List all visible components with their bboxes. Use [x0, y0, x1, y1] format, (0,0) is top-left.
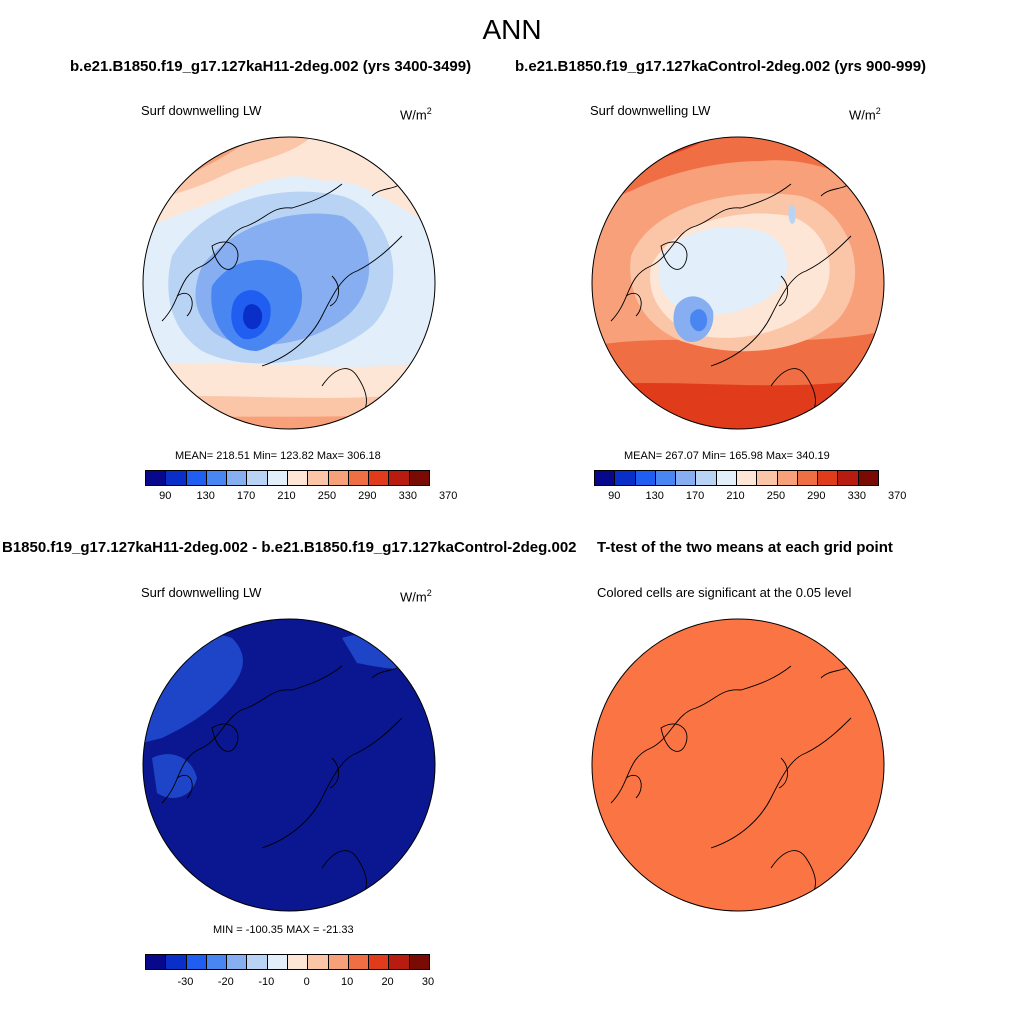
colorbar-swatch [615, 471, 636, 485]
panel-2-map [591, 136, 885, 430]
colorbar-tick-label: 20 [381, 976, 394, 988]
panel-1-colorbar [145, 470, 430, 486]
panel-1-title: b.e21.B1850.f19_g17.127kaH11-2deg.002 (y… [70, 58, 472, 75]
colorbar-swatch [186, 955, 207, 969]
colorbar-tick-label: 250 [766, 490, 786, 502]
colorbar-tick-label: 370 [888, 490, 907, 502]
colorbar-swatch [287, 955, 309, 969]
panel-3-title: B1850.f19_g17.127kaH11-2deg.002 - b.e21.… [2, 539, 577, 556]
colorbar-swatch [287, 471, 309, 485]
colorbar-tick-label: 210 [726, 490, 745, 502]
panel-1-stats: MEAN= 218.51 Min= 123.82 Max= 306.18 [175, 450, 381, 462]
colorbar-swatch [206, 955, 228, 969]
colorbar-swatch [389, 471, 410, 485]
panel-1-map [142, 136, 436, 430]
panel-4-map [591, 618, 885, 912]
colorbar-tick-label: 330 [398, 490, 417, 502]
panel-3-map [142, 618, 436, 912]
colorbar-swatch [818, 471, 839, 485]
colorbar-swatch [227, 471, 248, 485]
colorbar-tick-label: -30 [177, 976, 194, 988]
colorbar-tick-label: 90 [608, 490, 621, 502]
colorbar-tick-label: 170 [236, 490, 256, 502]
panel-1-variable: Surf downwelling LW [141, 103, 262, 118]
colorbar-tick-label: 290 [807, 490, 826, 502]
colorbar-swatch [348, 471, 370, 485]
panel-3-stats: MIN = -100.35 MAX = -21.33 [213, 924, 354, 936]
panel-2-title: b.e21.B1850.f19_g17.127kaControl-2deg.00… [515, 58, 927, 75]
colorbar-swatch [777, 471, 798, 485]
colorbar-tick-label: 30 [421, 976, 435, 988]
colorbar-swatch [247, 955, 268, 969]
colorbar-swatch [369, 471, 390, 485]
colorbar-tick-label: 0 [303, 976, 310, 988]
colorbar-tick-label: 130 [196, 490, 215, 502]
colorbar-swatch [635, 471, 656, 485]
colorbar-swatch [267, 471, 288, 485]
colorbar-tick-label: 90 [159, 490, 172, 502]
colorbar-swatch [369, 955, 390, 969]
colorbar-swatch [267, 955, 288, 969]
colorbar-tick-label: 330 [847, 490, 866, 502]
panel-4-title: T-test of the two means at each grid poi… [597, 539, 1022, 556]
figure-title: ANN [482, 14, 542, 45]
colorbar-tick-label: -10 [258, 976, 275, 988]
colorbar-swatch [166, 955, 187, 969]
colorbar-swatch [409, 471, 429, 485]
colorbar-swatch [328, 955, 349, 969]
colorbar-tick-label: -20 [217, 976, 234, 988]
colorbar-swatch [736, 471, 758, 485]
colorbar-swatch [696, 471, 717, 485]
panel-2-colorbar [594, 470, 879, 486]
colorbar-tick-label: 250 [317, 490, 337, 502]
colorbar-swatch [838, 471, 859, 485]
panel-2-variable: Surf downwelling LW [590, 103, 711, 118]
colorbar-tick-label: 210 [277, 490, 296, 502]
colorbar-swatch [186, 471, 207, 485]
colorbar-swatch [858, 471, 878, 485]
colorbar-swatch [166, 471, 187, 485]
colorbar-swatch [655, 471, 677, 485]
colorbar-swatch [146, 955, 167, 969]
colorbar-tick-label: 290 [358, 490, 377, 502]
panel-3-colorbar [145, 954, 430, 970]
colorbar-swatch [409, 955, 429, 969]
colorbar-swatch [716, 471, 737, 485]
colorbar-swatch [328, 471, 349, 485]
colorbar-swatch [389, 955, 410, 969]
panel-2-stats: MEAN= 267.07 Min= 165.98 Max= 340.19 [624, 450, 830, 462]
panel-3-variable: Surf downwelling LW [141, 585, 262, 600]
colorbar-swatch [308, 955, 329, 969]
colorbar-swatch [206, 471, 228, 485]
colorbar-swatch [247, 471, 268, 485]
colorbar-swatch [676, 471, 697, 485]
colorbar-swatch [227, 955, 248, 969]
panel-1-colorbar-labels: 90 130 170 210 250 290 330 370 [145, 490, 457, 504]
colorbar-swatch [757, 471, 778, 485]
panel-1-units: W/m2 [400, 106, 432, 123]
panel-2-units: W/m2 [849, 106, 881, 123]
colorbar-tick-label: 130 [645, 490, 664, 502]
colorbar-swatch [308, 471, 329, 485]
colorbar-tick-label: 170 [685, 490, 705, 502]
colorbar-tick-label: 370 [439, 490, 458, 502]
panel-3-colorbar-labels: -30 -20 -10 0 10 20 30 [145, 976, 434, 990]
colorbar-swatch [595, 471, 616, 485]
colorbar-swatch [146, 471, 167, 485]
panel-4-variable: Colored cells are significant at the 0.0… [597, 585, 852, 600]
colorbar-swatch [348, 955, 370, 969]
panel-2-colorbar-labels: 90 130 170 210 250 290 330 370 [594, 490, 906, 504]
colorbar-tick-label: 10 [341, 976, 354, 988]
panel-3-units: W/m2 [400, 588, 432, 605]
colorbar-swatch [797, 471, 819, 485]
